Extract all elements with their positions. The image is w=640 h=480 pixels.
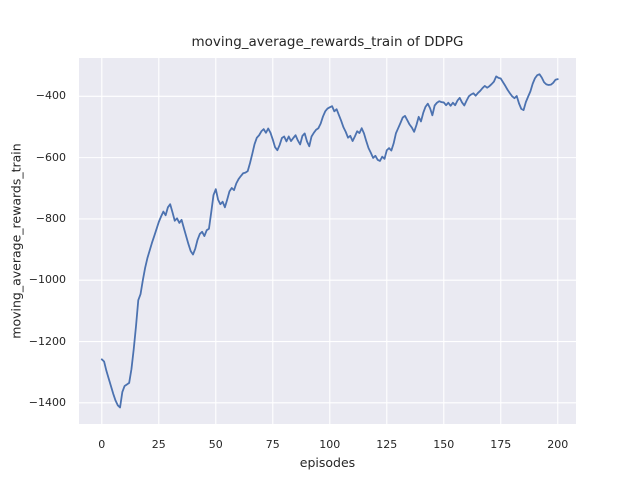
x-axis-label: episodes bbox=[299, 455, 356, 470]
x-tick-label: 200 bbox=[547, 438, 569, 451]
x-tick-label: 100 bbox=[319, 438, 341, 451]
x-tick-label: 50 bbox=[208, 438, 223, 451]
x-tick-label: 75 bbox=[265, 438, 280, 451]
x-tick-label: 175 bbox=[490, 438, 512, 451]
x-tick-label: 0 bbox=[98, 438, 106, 451]
y-tick-label: −400 bbox=[35, 89, 66, 103]
plot-svg bbox=[79, 58, 576, 424]
y-axis-label: moving_average_rewards_train bbox=[8, 143, 24, 339]
y-tick-label: −600 bbox=[35, 150, 66, 164]
y-tick-label: −800 bbox=[35, 211, 66, 225]
y-tick-label: −1200 bbox=[28, 334, 66, 348]
series-line-moving_average_rewards_train bbox=[100, 73, 559, 409]
axes bbox=[79, 58, 576, 424]
x-tick-label: 150 bbox=[433, 438, 455, 451]
x-tick-label: 25 bbox=[151, 438, 166, 451]
y-tick-label: −1400 bbox=[28, 395, 66, 409]
y-tick-label: −1000 bbox=[28, 273, 66, 287]
chart-title: moving_average_rewards_train of DDPG bbox=[191, 34, 464, 50]
x-tick-label: 125 bbox=[376, 438, 398, 451]
